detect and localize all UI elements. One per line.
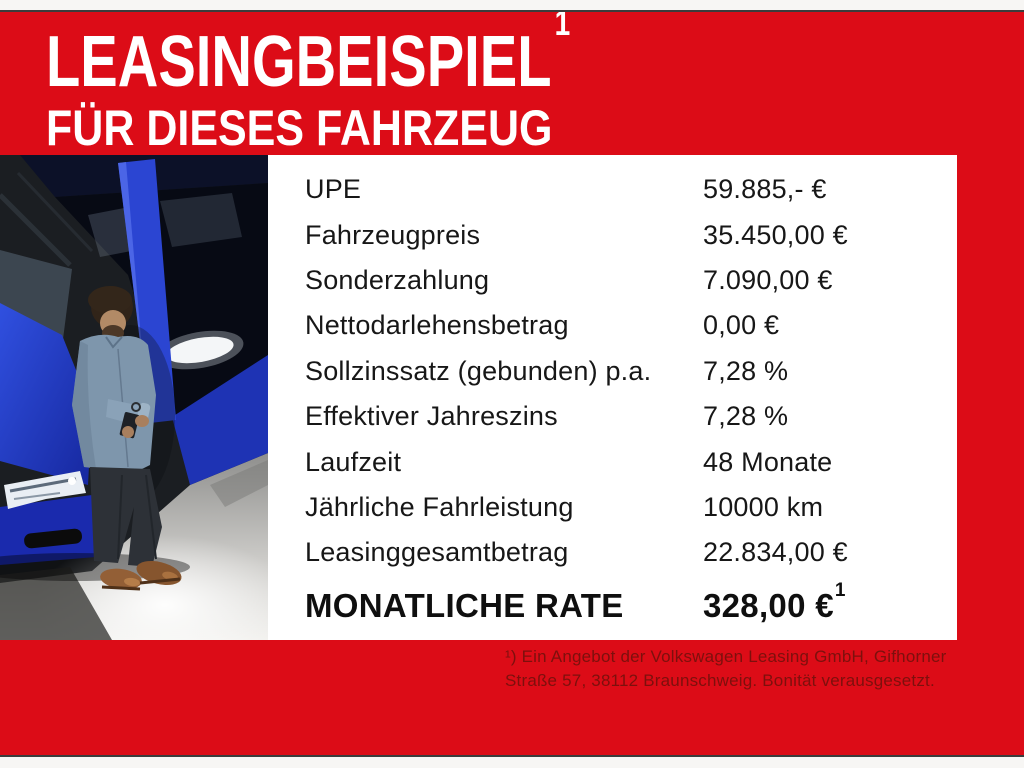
row-label: Laufzeit (305, 446, 402, 477)
monthly-rate-row: MONATLICHE RATE 328,00 €1 (305, 580, 945, 632)
table-row: UPE 59.885,- € (305, 167, 945, 212)
rate-footnote-marker: 1 (834, 579, 846, 601)
letterbox-top (0, 0, 1024, 12)
vehicle-photo-illustration (0, 155, 268, 640)
monthly-rate-label: MONATLICHE RATE (305, 586, 624, 624)
row-value: 7.090,00 € (703, 264, 833, 295)
row-value: 48 Monate (703, 446, 833, 477)
table-row: Laufzeit 48 Monate (305, 439, 945, 484)
page-subtitle: FÜR DIESES FAHRZEUG (46, 100, 553, 156)
row-label: Nettodarlehensbetrag (305, 310, 569, 341)
footnote-line-2: Straße 57, 38112 Braunschweig. Bonität v… (505, 671, 935, 691)
boots (100, 560, 182, 591)
vehicle-photo (0, 155, 268, 640)
leasing-table: UPE 59.885,- € Fahrzeugpreis 35.450,00 €… (305, 167, 945, 632)
table-row: Nettodarlehensbetrag 0,00 € (305, 303, 945, 348)
side-mirror-highlight (166, 336, 234, 364)
row-value: 22.834,00 € (703, 537, 848, 568)
table-row: Fahrzeugpreis 35.450,00 € (305, 212, 945, 257)
row-value: 7,28 % (703, 355, 789, 386)
row-label: Jährliche Fahrleistung (305, 491, 574, 522)
footnote-line-1: ¹) Ein Angebot der Volkswagen Leasing Gm… (505, 647, 947, 666)
row-value: 35.450,00 € (703, 219, 848, 250)
row-label: Effektiver Jahreszins (305, 401, 558, 432)
title-footnote-marker: 1 (554, 2, 571, 43)
content-panel: UPE 59.885,- € Fahrzeugpreis 35.450,00 €… (0, 155, 957, 640)
monthly-rate-amount: 328,00 € (703, 586, 834, 624)
row-value: 10000 km (703, 491, 824, 522)
table-row: Sonderzahlung 7.090,00 € (305, 258, 945, 303)
headlight (4, 471, 86, 509)
row-value: 59.885,- € (703, 174, 827, 205)
header: LEASINGBEISPIEL1 FÜR DIESES FAHRZEUG (46, 5, 714, 156)
row-label: Sonderzahlung (305, 264, 490, 295)
table-row: Effektiver Jahreszins 7,28 % (305, 394, 945, 439)
row-label: UPE (305, 174, 362, 205)
footnote: ¹) Ein Angebot der Volkswagen Leasing Gm… (505, 645, 965, 693)
table-row: Leasinggesamtbetrag 22.834,00 € (305, 530, 945, 575)
man-figure (72, 286, 182, 591)
page-title-text: LEASINGBEISPIEL (46, 22, 552, 102)
row-label: Fahrzeugpreis (305, 219, 481, 250)
air-intake (24, 528, 82, 549)
table-row: Sollzinssatz (gebunden) p.a. 7,28 % (305, 349, 945, 394)
row-value: 7,28 % (703, 401, 789, 432)
table-row: Jährliche Fahrleistung 10000 km (305, 485, 945, 530)
row-label: Leasinggesamtbetrag (305, 537, 569, 568)
monthly-rate-value: 328,00 €1 (703, 580, 845, 625)
row-label: Sollzinssatz (gebunden) p.a. (305, 355, 652, 386)
letterbox-bottom (0, 755, 1024, 768)
page-title: LEASINGBEISPIEL1 (46, 5, 570, 99)
row-value: 0,00 € (703, 310, 780, 341)
